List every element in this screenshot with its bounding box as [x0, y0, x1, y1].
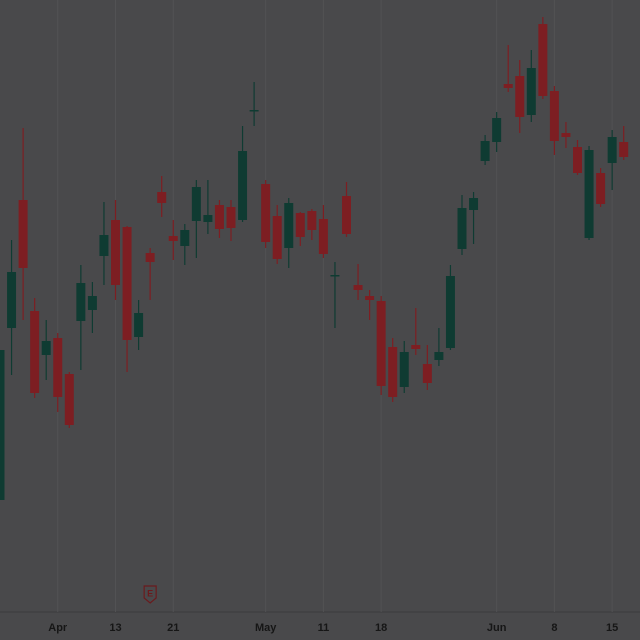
x-tick-label: 8: [551, 622, 557, 634]
candle-body: [376, 301, 386, 386]
candle-body: [422, 364, 432, 383]
x-tick-label: 13: [109, 622, 121, 634]
candle-body: [238, 151, 248, 220]
candle-body: [41, 341, 51, 355]
candle-body: [330, 275, 340, 277]
candle-body: [365, 296, 375, 300]
candle-body: [399, 352, 409, 387]
candle-body: [411, 345, 421, 349]
candle-body: [596, 173, 606, 204]
event-marker: [143, 585, 157, 604]
candle-body: [480, 141, 490, 161]
candle-body: [538, 24, 548, 96]
candle-body: [607, 137, 617, 163]
candle-body: [573, 147, 582, 173]
candle-body: [561, 133, 571, 137]
candle-body: [353, 285, 363, 290]
candle-body: [53, 338, 63, 397]
candle-body: [30, 311, 40, 393]
x-tick-label: Apr: [48, 622, 68, 634]
candle-body: [388, 347, 398, 397]
candle-body: [203, 215, 213, 222]
x-tick-label: 18: [375, 622, 387, 634]
candle-body: [157, 192, 167, 203]
candle-body: [180, 230, 190, 246]
candle-body: [492, 118, 502, 142]
candle-body: [307, 211, 317, 230]
candle-body: [87, 296, 97, 310]
candle-body: [145, 253, 155, 262]
x-tick-label: 21: [167, 622, 179, 634]
candle-body: [99, 235, 109, 256]
candle-body: [249, 110, 259, 112]
candle-body: [111, 220, 120, 285]
candle-body: [272, 216, 282, 259]
x-tick-label: 11: [318, 622, 330, 634]
candle-body: [168, 236, 178, 241]
candle-body: [526, 68, 536, 115]
candle-body: [64, 374, 74, 425]
x-tick-label: May: [255, 622, 277, 634]
candle-body: [284, 203, 294, 248]
candle-body: [445, 276, 455, 348]
candle-body: [549, 91, 559, 141]
candle-body: [434, 352, 444, 360]
candle-body: [584, 150, 594, 238]
candle-body: [122, 227, 132, 340]
candle-body: [295, 213, 305, 237]
event-label: E: [147, 588, 153, 598]
candle-body: [469, 198, 479, 210]
candle-body: [18, 200, 28, 268]
candle-body: [619, 142, 629, 157]
candle-body: [318, 219, 328, 254]
candle-body: [226, 207, 236, 228]
candle-body: [0, 350, 5, 500]
x-tick-label: 15: [606, 622, 618, 634]
candle-body: [214, 205, 224, 229]
candle-body: [342, 196, 351, 234]
candle-body: [7, 272, 17, 328]
candle-body: [457, 208, 467, 249]
candle-body: [134, 313, 144, 337]
candle-body: [261, 184, 271, 242]
candle-body: [503, 84, 513, 88]
candle-body: [515, 76, 525, 117]
x-tick-label: Jun: [487, 622, 507, 634]
candle-body: [191, 187, 201, 221]
candle-body: [76, 283, 86, 321]
